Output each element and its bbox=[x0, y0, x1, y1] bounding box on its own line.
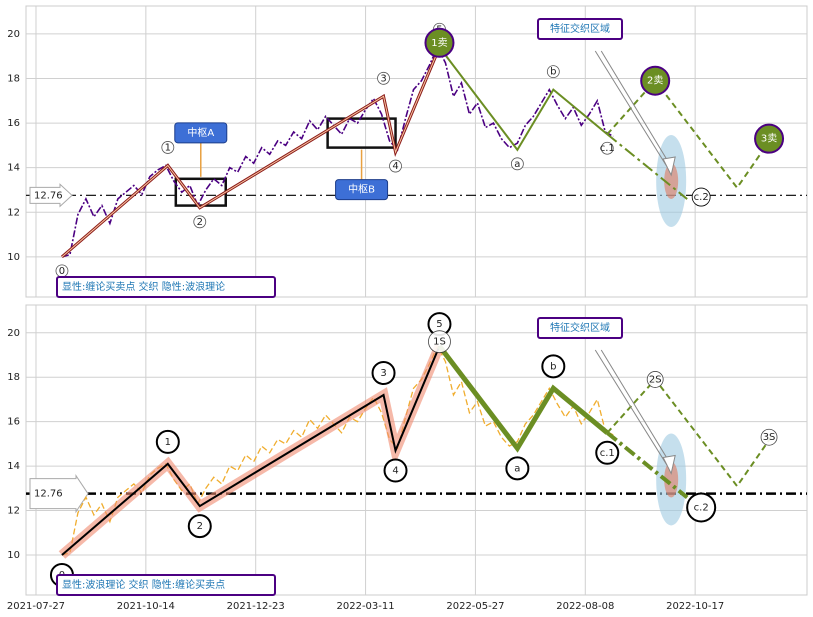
center-label-box bbox=[174, 122, 228, 144]
footer-label: 显性:波浪理论 交织 隐性:缠论买卖点 bbox=[62, 578, 225, 591]
wave-correction bbox=[437, 344, 609, 453]
center-label-box bbox=[335, 179, 389, 201]
wave-label: b bbox=[550, 67, 556, 78]
wave-label: 3 bbox=[380, 73, 386, 84]
wave-label-circle bbox=[155, 429, 180, 454]
center-box bbox=[326, 117, 397, 149]
signal-marker bbox=[646, 371, 664, 388]
y-tick-label: 16 bbox=[7, 118, 20, 129]
wave-label-circle bbox=[371, 361, 396, 385]
target-path bbox=[606, 133, 688, 200]
wave-impulse-inner bbox=[61, 47, 440, 258]
wave-label-circle bbox=[546, 65, 560, 79]
wave-label: c.1 bbox=[600, 143, 615, 154]
wave-label-circle bbox=[187, 514, 212, 539]
wave-label: 2 bbox=[197, 217, 203, 228]
signal-label: 2卖 bbox=[647, 75, 663, 87]
wave-label: b bbox=[550, 361, 556, 372]
level-label: 12.76 bbox=[34, 190, 63, 201]
signal-marker bbox=[428, 330, 451, 354]
wave-impulse bbox=[61, 345, 441, 556]
y-tick-label: 16 bbox=[7, 417, 20, 428]
signal-label: 2S bbox=[649, 374, 662, 385]
zone-arrowhead bbox=[662, 156, 676, 177]
target-label: c.2 bbox=[694, 192, 709, 203]
signal-label: 1S bbox=[433, 337, 446, 348]
level-label: 12.76 bbox=[34, 489, 63, 500]
y-tick-label: 12 bbox=[7, 506, 20, 517]
target-path bbox=[605, 431, 689, 499]
y-tick-label: 18 bbox=[7, 73, 20, 84]
price-line bbox=[61, 45, 614, 258]
center-label: 中枢B bbox=[348, 183, 375, 196]
wave-label-circle bbox=[377, 71, 390, 85]
signal-label: 3卖 bbox=[761, 133, 777, 145]
zone-label: 特征交织区域 bbox=[550, 321, 610, 334]
zone-label: 特征交织区域 bbox=[550, 22, 610, 35]
y-tick-label: 20 bbox=[7, 29, 20, 40]
level-arrow bbox=[29, 474, 89, 514]
signal-marker bbox=[640, 65, 671, 96]
signal-label: 1卖 bbox=[431, 37, 447, 49]
y-tick-label: 12 bbox=[7, 207, 20, 218]
wave-label-circle bbox=[161, 141, 175, 154]
y-tick-label: 20 bbox=[7, 328, 20, 339]
wave-label: 2 bbox=[197, 521, 203, 532]
x-tick-label: 2022-05-27 bbox=[446, 601, 504, 612]
y-tick-label: 14 bbox=[7, 163, 20, 174]
wave-label-circle bbox=[383, 458, 408, 483]
plot-area bbox=[25, 5, 808, 298]
y-tick-label: 14 bbox=[7, 461, 20, 472]
wave-label: 1 bbox=[165, 437, 171, 448]
wave-label: a bbox=[514, 159, 520, 170]
wave-label: 5 bbox=[436, 319, 442, 330]
signal-marker bbox=[760, 428, 778, 446]
wave-label-circle bbox=[389, 159, 402, 173]
footer-box bbox=[56, 276, 276, 298]
x-tick-label: 2022-08-08 bbox=[556, 601, 614, 612]
footer-box bbox=[56, 574, 276, 596]
wave-label: 4 bbox=[392, 161, 398, 172]
wave-label-circle bbox=[595, 440, 620, 465]
target-marker bbox=[691, 187, 711, 207]
x-tick-label: 2022-03-11 bbox=[337, 601, 395, 612]
y-tick-label: 18 bbox=[7, 372, 20, 383]
signal-marker bbox=[754, 123, 785, 154]
x-tick-label: 2021-12-23 bbox=[227, 601, 285, 612]
target-label: c.2 bbox=[694, 502, 709, 513]
y-tick-label: 10 bbox=[7, 252, 20, 263]
wave-label-circle bbox=[510, 157, 524, 171]
level-arrow bbox=[29, 183, 73, 208]
signal-marker bbox=[424, 27, 455, 58]
y-tick-label: 10 bbox=[7, 550, 20, 561]
target-marker bbox=[686, 492, 717, 523]
wave-label-circle bbox=[600, 141, 614, 155]
plot-area bbox=[25, 304, 808, 596]
wave-correction bbox=[438, 46, 608, 152]
signal-label: 3S bbox=[763, 432, 776, 443]
zone-arrowhead bbox=[662, 454, 676, 475]
wave-label-circle bbox=[541, 354, 566, 379]
wave-label: 0 bbox=[59, 266, 65, 277]
wave-label: a bbox=[514, 463, 520, 474]
x-tick-label: 2022-10-17 bbox=[666, 601, 724, 612]
wave-label: c.1 bbox=[600, 448, 615, 459]
wave-label-circle bbox=[505, 456, 530, 481]
wave-label: 1 bbox=[165, 142, 171, 153]
center-label: 中枢A bbox=[187, 126, 214, 139]
wave-label: 3 bbox=[380, 368, 386, 379]
forecast-line bbox=[606, 79, 772, 190]
wave-label-circle bbox=[193, 215, 207, 229]
zone-arrow bbox=[594, 50, 671, 168]
x-tick-label: 2021-07-27 bbox=[7, 601, 65, 612]
zone-label-box bbox=[537, 18, 623, 40]
zone-arrow bbox=[594, 349, 671, 466]
wave-label: 4 bbox=[392, 466, 398, 477]
x-tick-label: 2021-10-14 bbox=[117, 601, 175, 612]
zone-label-box bbox=[537, 317, 623, 339]
forecast-line bbox=[606, 377, 772, 488]
footer-label: 显性:缠论买卖点 交织 隐性:波浪理论 bbox=[62, 280, 225, 293]
